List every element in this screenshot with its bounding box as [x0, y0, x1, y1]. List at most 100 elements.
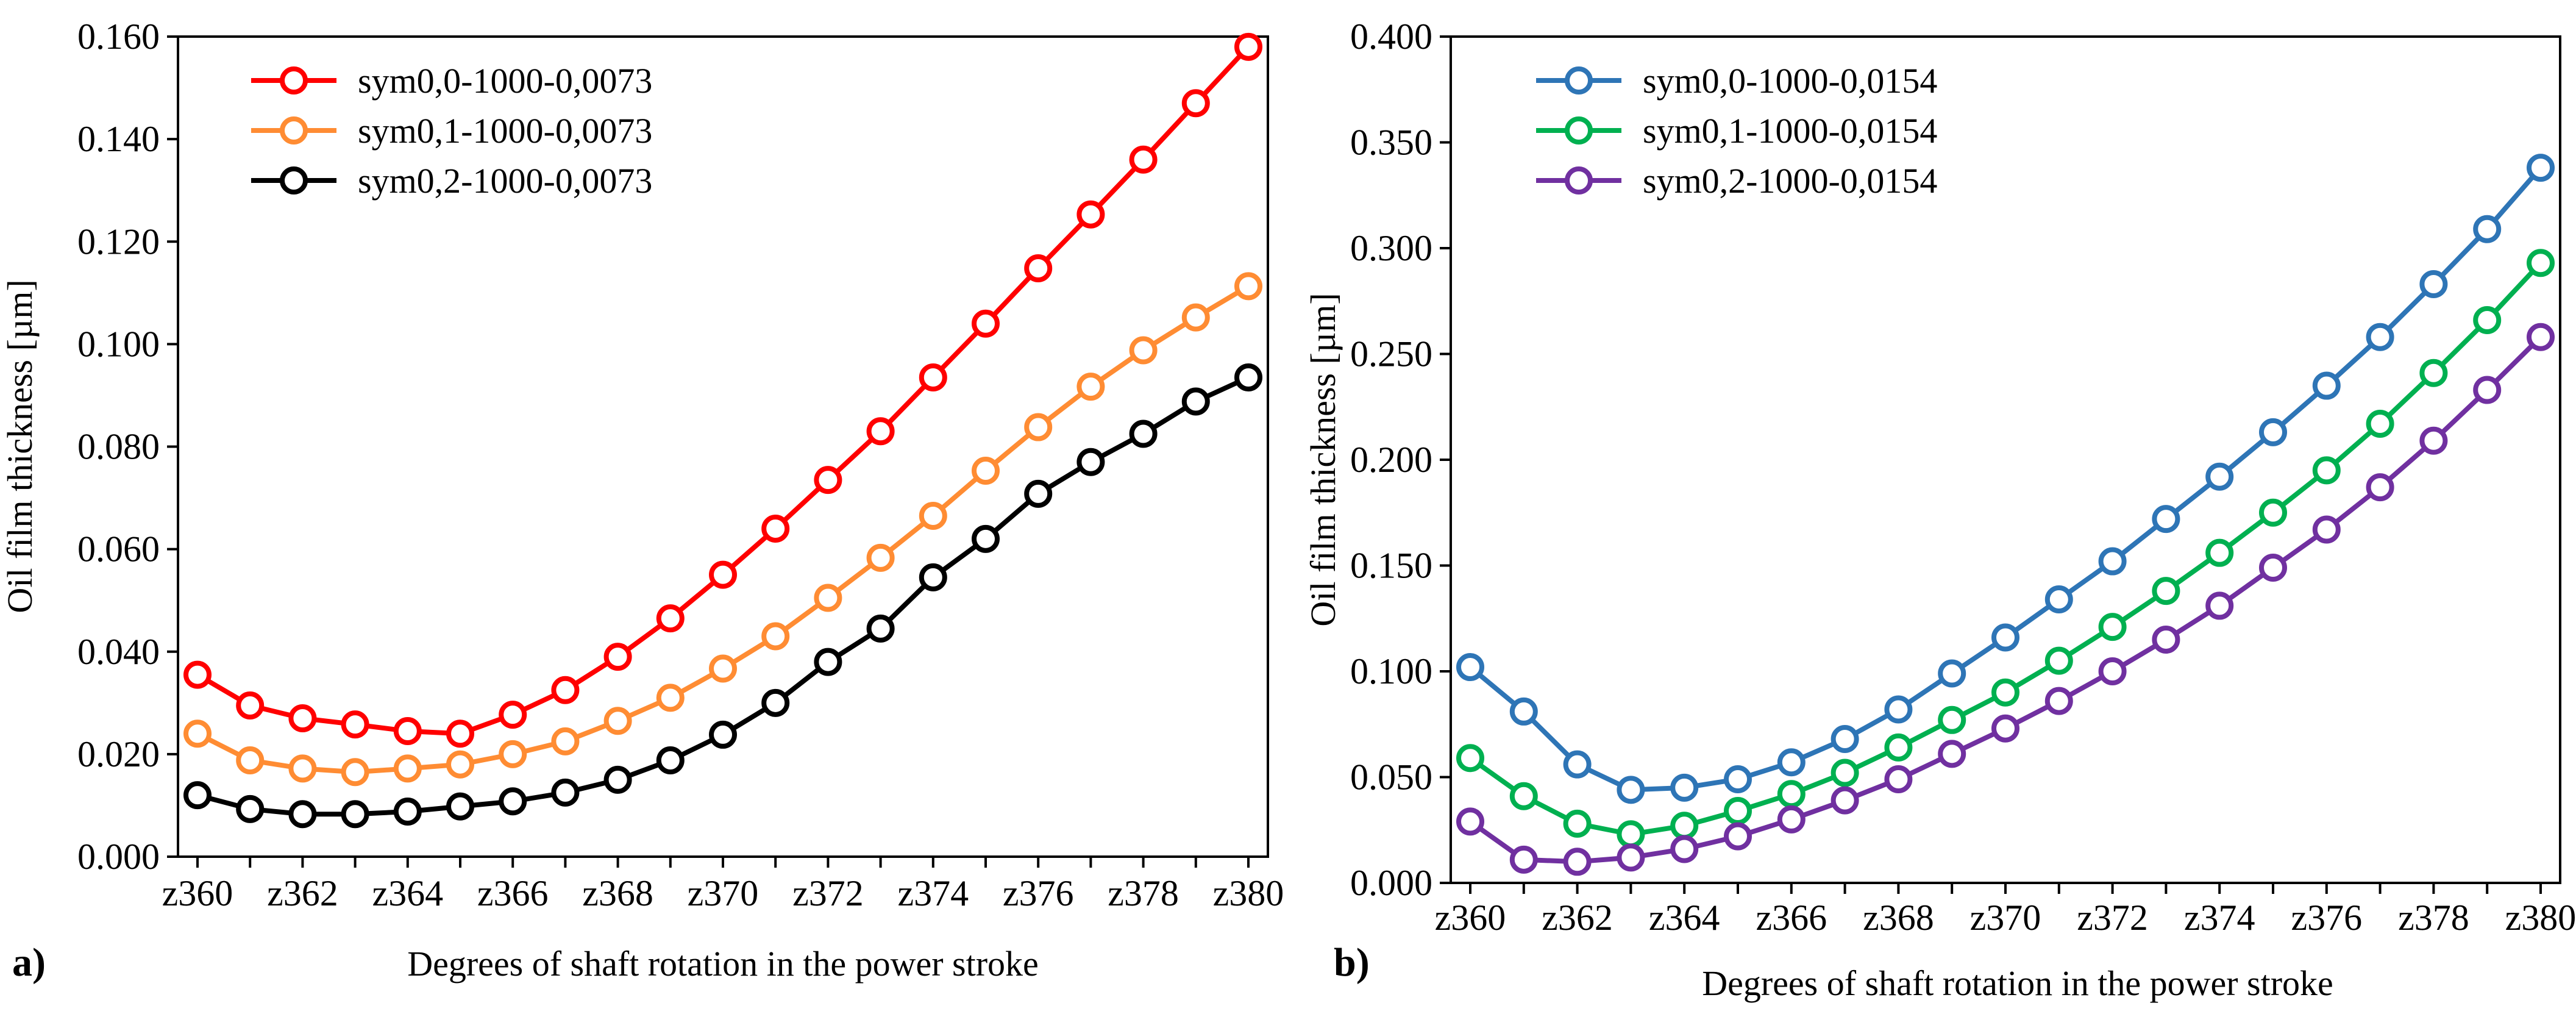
data-point	[2366, 410, 2394, 438]
x-tick-label: z366	[477, 873, 549, 913]
series-line	[196, 284, 1250, 775]
data-point	[1991, 678, 2019, 707]
data-point	[603, 643, 632, 671]
data-point	[1831, 759, 1859, 787]
data-point	[183, 781, 212, 810]
data-point	[1024, 479, 1053, 508]
data-point	[2152, 625, 2180, 654]
x-axis-title: Degrees of shaft rotation in the power s…	[1702, 963, 2333, 1003]
data-point	[2044, 646, 2073, 675]
data-point	[1724, 822, 1752, 851]
y-axis-title: Oil film thickness [µm]	[0, 279, 40, 613]
data-point	[236, 794, 265, 823]
y-tick-label: 0.000	[77, 837, 160, 877]
data-point	[236, 746, 265, 774]
data-point	[551, 778, 580, 807]
y-tick-label: 0.060	[77, 529, 160, 569]
y-tick-label: 0.100	[1350, 651, 1432, 691]
legend-swatch-marker	[1565, 116, 1593, 145]
x-tick-label: z362	[267, 873, 338, 913]
data-point	[1234, 363, 1262, 392]
x-tick-label: z380	[1213, 873, 1284, 913]
data-point	[1884, 765, 1913, 793]
data-point	[1991, 623, 2019, 652]
data-point	[709, 560, 737, 589]
x-tick-label: z376	[1003, 873, 1074, 913]
x-tick-label: z366	[1756, 898, 1827, 938]
x-tick-label: z374	[897, 873, 969, 913]
data-point	[1181, 387, 1210, 416]
x-tick-label: z378	[2398, 898, 2469, 938]
data-point	[1670, 773, 1699, 802]
data-point	[1884, 695, 1913, 724]
x-tick-label: z368	[1863, 898, 1934, 938]
data-point	[1509, 845, 1538, 874]
data-point	[1076, 200, 1105, 229]
x-tick-label: z370	[1970, 898, 2041, 938]
data-point	[1938, 705, 1966, 734]
legend-label: sym0,2-1000-0,0073	[358, 161, 652, 201]
data-point	[2527, 249, 2555, 277]
data-point	[1724, 765, 1752, 793]
x-tick-label: z380	[2505, 898, 2576, 938]
legend-swatch-marker	[280, 116, 308, 145]
data-point	[2205, 462, 2234, 491]
data-point	[1724, 797, 1752, 826]
series-2	[183, 272, 1262, 787]
legend-swatch-marker	[280, 166, 308, 195]
data-point	[1129, 336, 1158, 365]
series-2	[1456, 249, 2555, 849]
y-tick-label: 0.020	[77, 734, 160, 774]
data-point	[1509, 782, 1538, 810]
y-tick-label: 0.100	[77, 324, 160, 364]
data-point	[1831, 786, 1859, 815]
y-tick-label: 0.400	[1350, 16, 1432, 57]
data-point	[2098, 657, 2127, 685]
legend-swatch-marker	[1565, 66, 1593, 95]
data-point	[288, 800, 317, 829]
data-point	[1076, 448, 1105, 476]
data-point	[1024, 254, 1053, 282]
data-point	[1777, 748, 1806, 777]
data-point	[1777, 780, 1806, 809]
data-point	[1024, 413, 1053, 441]
y-tick-label: 0.140	[77, 119, 160, 159]
x-tick-label: z364	[1649, 898, 1720, 938]
data-point	[1884, 733, 1913, 762]
data-point	[1563, 809, 1592, 838]
data-point	[1617, 820, 1645, 849]
data-point	[2473, 305, 2502, 334]
data-point	[446, 719, 474, 748]
data-point	[2473, 215, 2502, 243]
data-point	[866, 417, 895, 446]
data-point	[972, 309, 1000, 338]
legend-label: sym0,0-1000-0,0073	[358, 61, 652, 101]
plot-frame	[1450, 35, 2561, 884]
y-tick-label: 0.050	[1350, 757, 1432, 798]
data-point	[1234, 272, 1262, 301]
x-axis-title: Degrees of shaft rotation in the power s…	[407, 944, 1039, 984]
chart-panel-b: 0.000 0.050 0.100 0.150 0.200 0.250 0.300 0.350…	[1303, 16, 2576, 1003]
data-point	[761, 622, 790, 651]
y-tick-label: 0.000	[1350, 863, 1432, 903]
data-point	[499, 701, 527, 729]
data-point	[2366, 323, 2394, 351]
x-tick-label: z378	[1108, 873, 1179, 913]
data-point	[551, 676, 580, 704]
data-point	[2259, 553, 2287, 582]
data-point	[499, 740, 527, 768]
chart-panel-a: 0.000 0.020 0.040 0.060 0.080 0.100 0.120 0.140…	[0, 16, 1284, 985]
x-tick-label: z370	[688, 873, 759, 913]
data-point	[1563, 750, 1592, 779]
x-tick-label: z372	[2077, 898, 2148, 938]
data-point	[2205, 538, 2234, 567]
data-point	[393, 754, 422, 783]
data-point	[446, 750, 474, 779]
y-tick-label: 0.120	[77, 221, 160, 262]
data-point	[1938, 659, 1966, 688]
data-point	[1456, 807, 1484, 836]
panel-label: b)	[1334, 940, 1370, 985]
data-point	[2527, 323, 2555, 351]
data-point	[2473, 376, 2502, 404]
legend: sym0,0-1000-0,0154 sym0,1-1000-0,0154 sym0…	[1536, 61, 1937, 201]
